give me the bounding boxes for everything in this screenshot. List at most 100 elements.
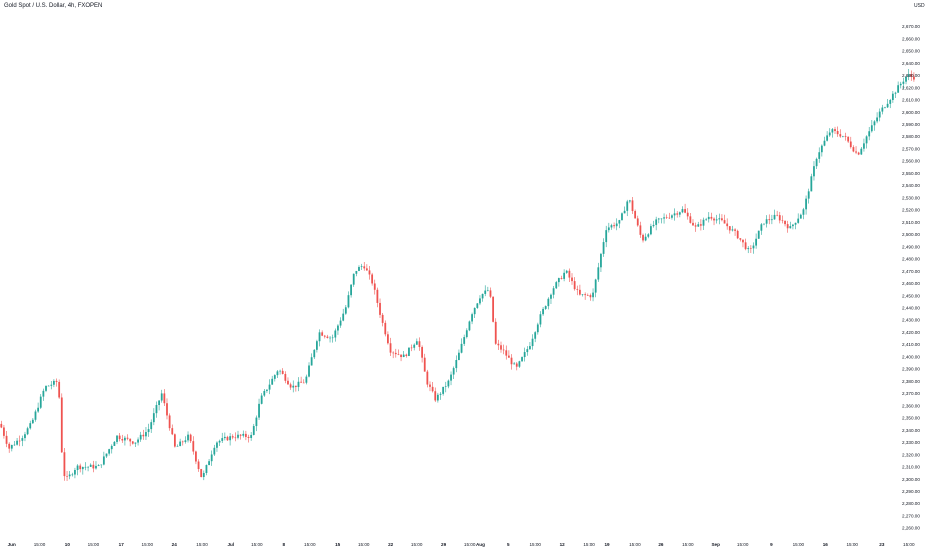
candle xyxy=(797,213,800,224)
candle xyxy=(671,214,673,220)
candle-body xyxy=(500,345,502,350)
candle xyxy=(652,220,655,228)
candle xyxy=(547,297,550,310)
candle xyxy=(884,106,886,109)
candle-body xyxy=(218,440,221,443)
candle xyxy=(76,464,79,476)
candle xyxy=(568,268,571,282)
price-axis[interactable]: 2,260.00 2,270.00 2,280.00 2,290.00 2,300.00… xyxy=(902,24,920,531)
candle-body xyxy=(579,289,581,295)
candle xyxy=(544,305,547,310)
candle-body xyxy=(913,76,915,80)
candle-body xyxy=(323,335,326,337)
candle xyxy=(694,222,697,232)
time-axis[interactable]: Jun 15:00 10 15:00 17 15:00 24 15:00 Jul 15:00 8 15… xyxy=(8,542,915,547)
candle xyxy=(118,432,121,442)
candle-body xyxy=(16,440,18,445)
candle-body xyxy=(116,435,118,442)
candle xyxy=(481,293,484,302)
candle-body xyxy=(231,436,234,438)
candle-body xyxy=(894,92,897,94)
candle-body xyxy=(763,223,765,225)
price-tick-label: 2,400.00 xyxy=(902,354,920,359)
candle-body xyxy=(631,200,634,212)
candle-body xyxy=(615,223,618,227)
candle xyxy=(531,334,534,350)
candle-body xyxy=(37,407,40,412)
candle-body xyxy=(47,385,50,387)
candle xyxy=(810,173,813,192)
candle-body xyxy=(473,307,476,315)
candle xyxy=(529,342,531,350)
candle-body xyxy=(855,151,857,153)
candle-body xyxy=(89,464,92,467)
candle xyxy=(100,464,103,469)
candle xyxy=(47,385,50,387)
candle xyxy=(442,386,445,396)
candle-body xyxy=(444,386,447,387)
candle-body xyxy=(486,290,489,292)
candle xyxy=(515,361,518,371)
candle xyxy=(208,459,210,466)
candle-body xyxy=(870,125,873,132)
candle xyxy=(205,464,208,476)
candle xyxy=(108,448,111,456)
candle xyxy=(839,129,842,138)
candle xyxy=(739,238,742,242)
price-tick-label: 2,270.00 xyxy=(902,513,920,518)
candle-body xyxy=(426,371,429,385)
candle-body xyxy=(784,220,786,225)
candle xyxy=(255,415,258,432)
candle xyxy=(484,285,487,297)
candle-body xyxy=(405,354,408,356)
time-tick-label: 15:00 xyxy=(629,542,641,547)
candle-body xyxy=(450,374,452,381)
candle-body xyxy=(907,74,910,77)
candle-body xyxy=(465,330,468,338)
candle xyxy=(200,468,203,478)
candle-body xyxy=(71,474,74,476)
candle-body xyxy=(87,466,89,468)
price-tick-label: 2,640.00 xyxy=(902,61,920,66)
candle-body xyxy=(21,438,24,441)
candle xyxy=(142,429,145,440)
candle xyxy=(124,435,126,446)
candle xyxy=(697,221,700,227)
candle-body xyxy=(665,217,668,218)
candle-body xyxy=(728,226,731,231)
candle-body xyxy=(10,445,13,449)
candle xyxy=(129,438,132,447)
candle-body xyxy=(705,219,708,220)
candle-body xyxy=(244,433,247,437)
candle xyxy=(510,354,513,370)
candle-body xyxy=(134,442,137,444)
candle-body xyxy=(776,214,779,216)
candle-body xyxy=(271,378,274,385)
candle xyxy=(623,206,626,214)
candle xyxy=(202,470,205,481)
candle xyxy=(60,393,63,453)
candle-body xyxy=(836,131,839,135)
candle xyxy=(805,195,807,215)
price-tick-label: 2,610.00 xyxy=(902,98,920,103)
candle-body xyxy=(902,81,905,84)
candle xyxy=(365,264,368,271)
candle-body xyxy=(252,426,255,435)
candle-body xyxy=(668,217,671,219)
candle-body xyxy=(221,438,224,441)
candle-body xyxy=(647,234,650,237)
candle xyxy=(505,345,508,360)
candle xyxy=(163,389,166,406)
candle xyxy=(865,135,868,149)
candle-body xyxy=(702,219,705,226)
candle-body xyxy=(181,441,184,443)
candle-body xyxy=(121,439,124,441)
candle-body xyxy=(292,385,295,388)
candle xyxy=(53,379,55,388)
candle xyxy=(192,436,195,455)
candle xyxy=(408,347,410,357)
candle xyxy=(405,353,408,358)
candle xyxy=(842,135,844,138)
candle-body xyxy=(707,216,710,220)
